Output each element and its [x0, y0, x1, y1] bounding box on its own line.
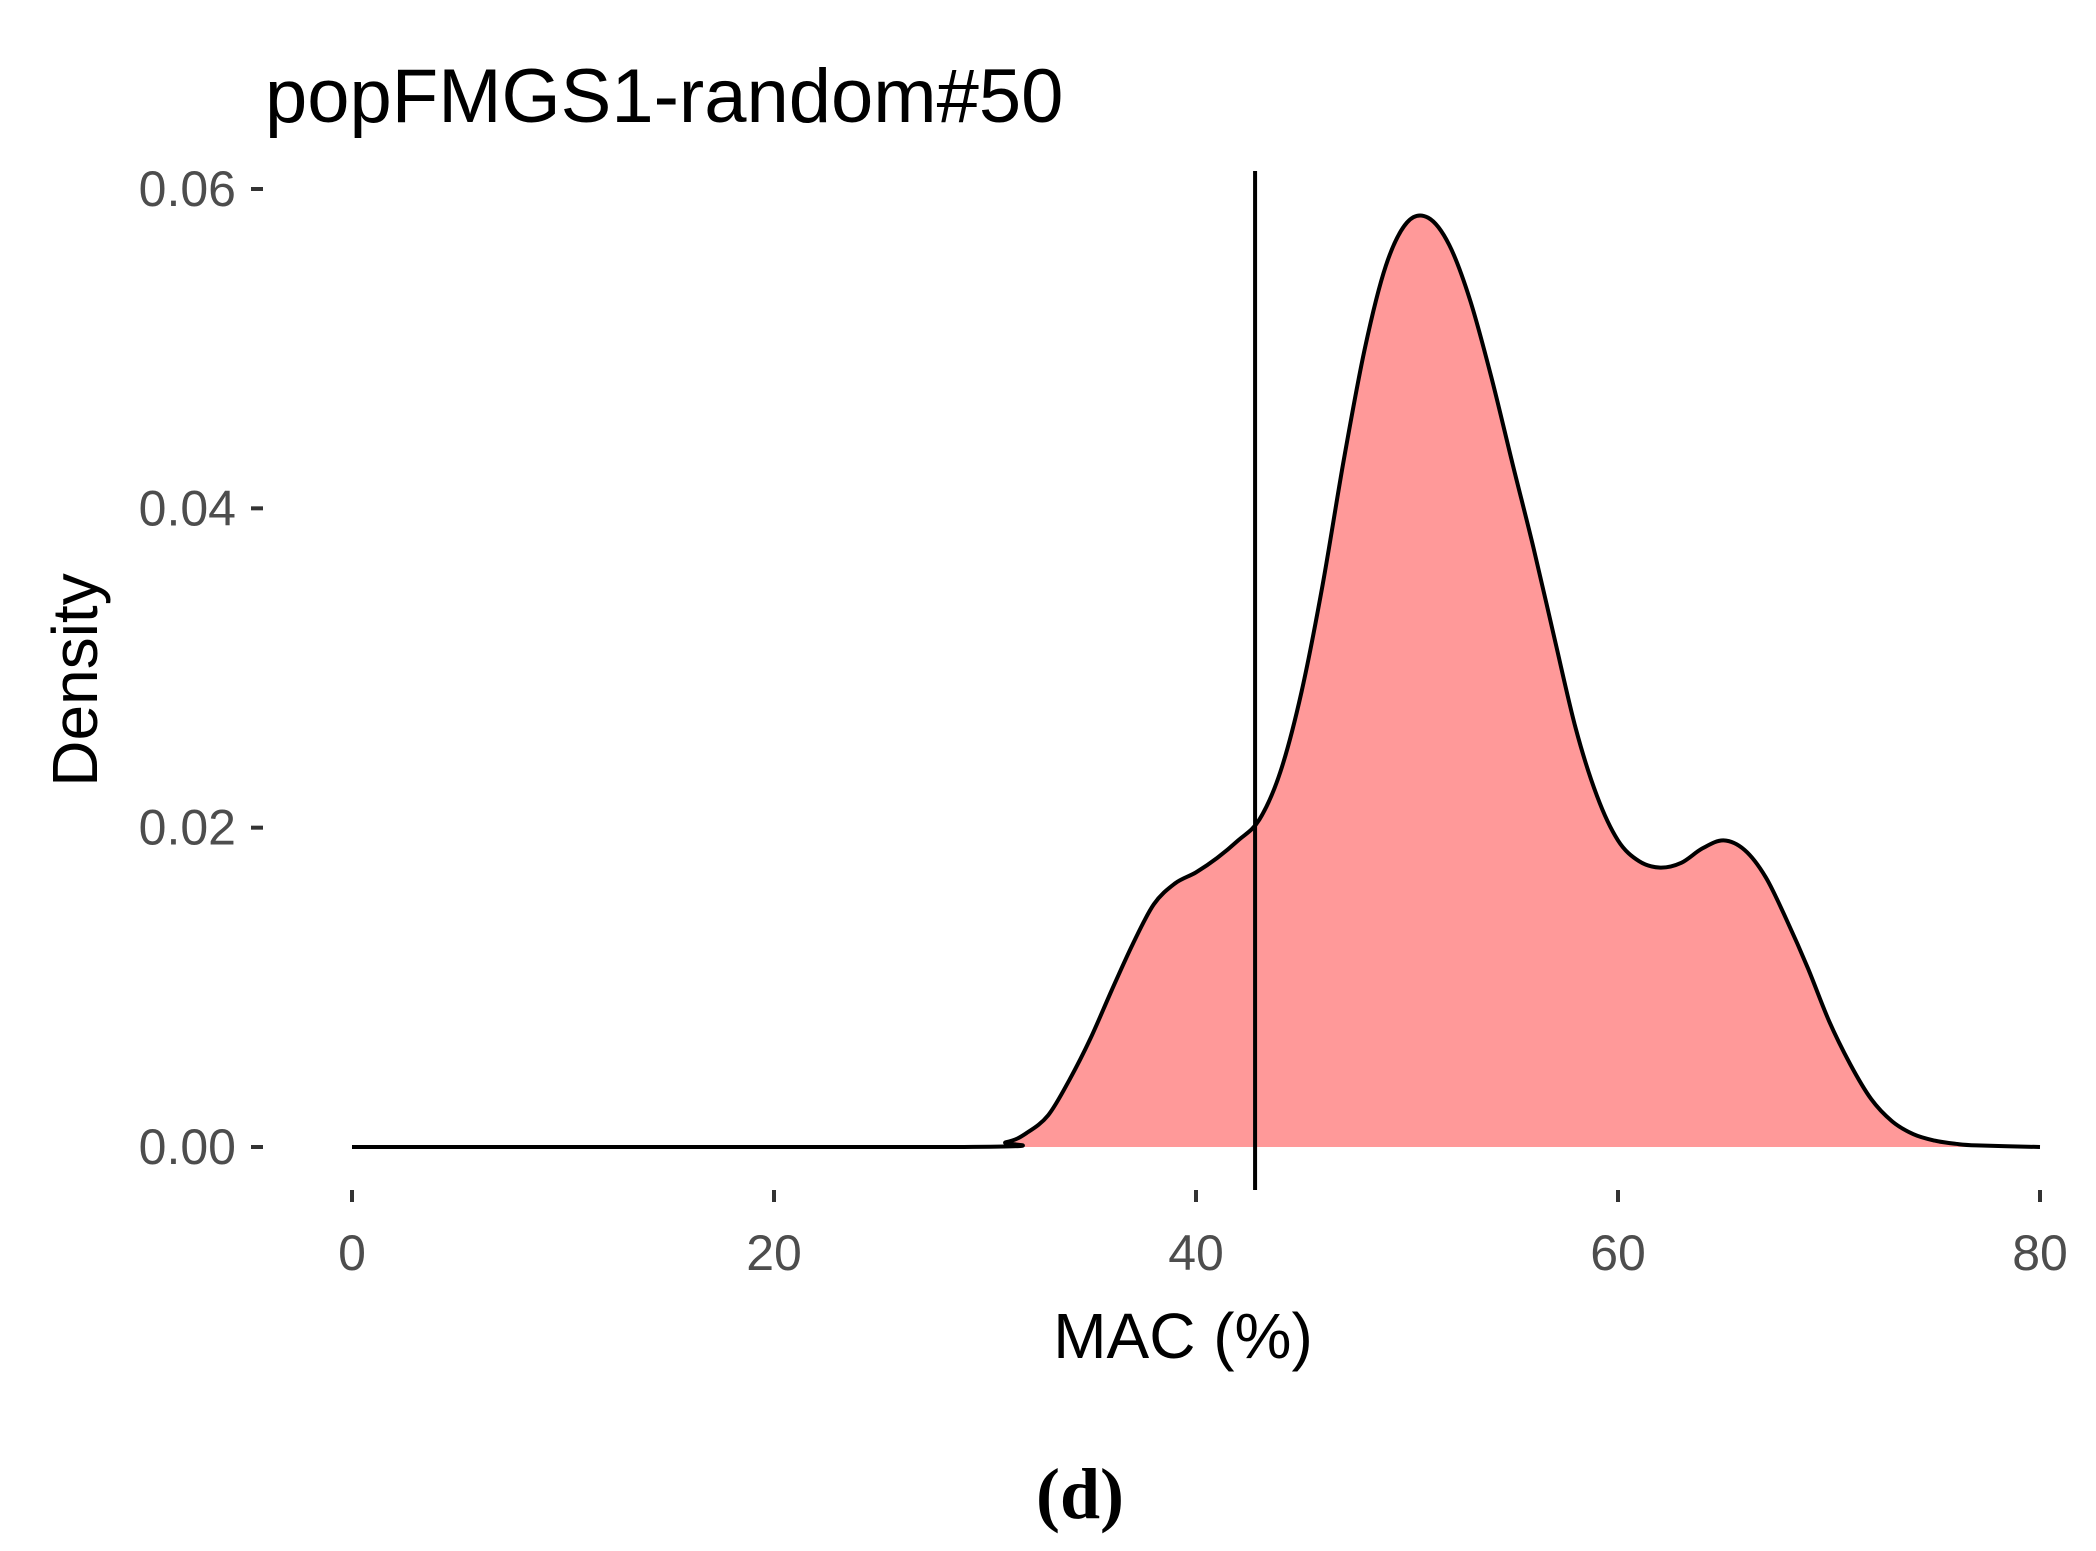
x-tick-label: 80	[2012, 1225, 2068, 1281]
chart-title: popFMGS1-random#50	[265, 54, 1063, 139]
y-axis: 0.00 0.02 0.04 0.06	[139, 161, 263, 1175]
density-area-fill	[352, 215, 2040, 1148]
y-tick-label: 0.02	[139, 800, 236, 856]
density-curve-line	[352, 213, 2041, 1150]
x-tick-label: 60	[1590, 1225, 1646, 1281]
panel-label: (d)	[1036, 1454, 1124, 1534]
y-tick-label: 0.06	[139, 161, 236, 217]
x-tick-label: 0	[338, 1225, 366, 1281]
y-tick-label: 0.00	[139, 1119, 236, 1175]
plot-area	[352, 171, 2041, 1190]
x-axis: 0 20 40 60 80	[338, 1190, 2068, 1281]
x-tick-label: 20	[746, 1225, 802, 1281]
x-tick-label: 40	[1168, 1225, 1224, 1281]
x-axis-label: MAC (%)	[1053, 1300, 1313, 1372]
y-tick-label: 0.04	[139, 480, 236, 536]
y-axis-label: Density	[39, 573, 111, 786]
